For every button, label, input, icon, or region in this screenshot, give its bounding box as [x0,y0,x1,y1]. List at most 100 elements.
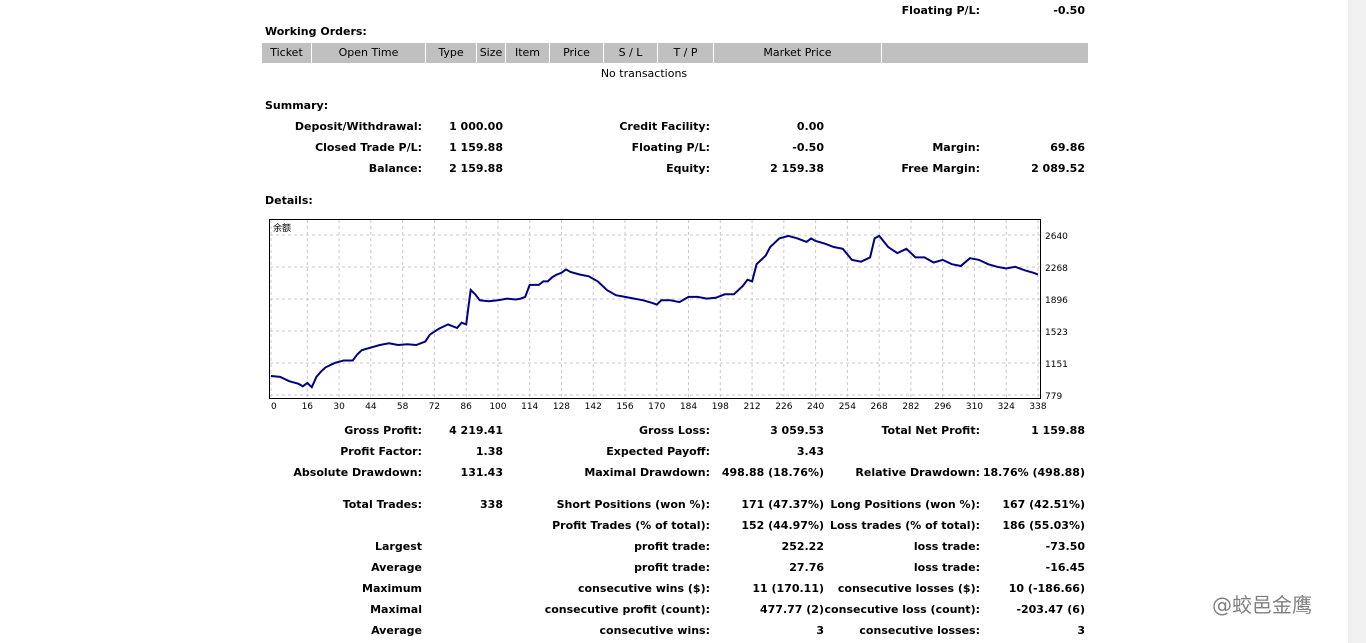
max-cons-losses-value: 10 (-186.66) [1008,582,1085,595]
x-tick-label: 296 [934,402,951,412]
avg-cons-losses-label: consecutive losses: [859,624,980,637]
largest-loss-label: loss trade: [913,540,980,553]
x-tick-label: 30 [333,402,345,412]
free-margin-value: 2 089.52 [1031,162,1085,175]
deposit-value: 1 000.00 [449,120,503,133]
x-tick-label: 156 [616,402,633,412]
col-item[interactable]: Item [506,43,550,63]
col-sl[interactable]: S / L [604,43,658,63]
x-tick-label: 44 [365,402,377,412]
expected-payoff-value: 3.43 [796,445,824,458]
vertical-scrollbar[interactable] [1348,0,1366,643]
balance-label: Balance: [368,162,422,175]
average-label: Average [371,561,422,574]
average-profit-value: 27.76 [789,561,824,574]
orders-table-header: Ticket Open Time Type Size Item Price S … [262,43,1088,63]
y-tick-label: 1896 [1045,296,1068,306]
max-drawdown-label: Maximal Drawdown: [584,466,710,479]
gross-profit-label: Gross Profit: [344,424,422,437]
top-floating-label: Floating P/L: [901,4,980,17]
gross-loss-value: 3 059.53 [770,424,824,437]
long-positions-label: Long Positions (won %): [830,498,980,511]
col-tp[interactable]: T / P [658,43,714,63]
x-tick-label: 268 [871,402,888,412]
largest-label: Largest [375,540,422,553]
x-tick-label: 86 [460,402,472,412]
col-size[interactable]: Size [477,43,506,63]
x-tick-label: 72 [429,402,440,412]
y-tick-label: 779 [1045,392,1062,402]
x-tick-label: 170 [648,402,665,412]
maximal-profit-value: 477.77 (2) [760,603,824,616]
loss-trades-value: 186 (55.03%) [1002,519,1085,532]
largest-profit-label: profit trade: [634,540,710,553]
col-ticket[interactable]: Ticket [262,43,312,63]
deposit-label: Deposit/Withdrawal: [294,120,422,133]
average-consecutive-label: Average [371,624,422,637]
total-net-value: 1 159.88 [1031,424,1085,437]
credit-label: Credit Facility: [619,120,710,133]
expected-payoff-label: Expected Payoff: [606,445,710,458]
maximal-loss-value: -203.47 (6) [1016,603,1085,616]
gross-loss-label: Gross Loss: [639,424,710,437]
short-positions-label: Short Positions (won %): [556,498,710,511]
avg-cons-wins-value: 3 [816,624,824,637]
maximal-profit-label: consecutive profit (count): [544,603,710,616]
max-cons-wins-label: consecutive wins ($): [577,582,710,595]
col-type[interactable]: Type [426,43,477,63]
chart-frame [269,219,1041,399]
margin-label: Margin: [932,141,980,154]
x-tick-label: 142 [585,402,602,412]
total-trades-value: 338 [480,498,503,511]
chart-title: 余额 [273,222,291,234]
col-price[interactable]: Price [550,43,604,63]
col-open-time[interactable]: Open Time [312,43,426,63]
gross-profit-value: 4 219.41 [449,424,503,437]
profit-factor-value: 1.38 [475,445,503,458]
x-tick-label: 198 [712,402,729,412]
x-tick-label: 0 [271,402,277,412]
loss-trades-label: Loss trades (% of total): [829,519,980,532]
credit-value: 0.00 [796,120,824,133]
closed-pl-label: Closed Trade P/L: [315,141,422,154]
average-profit-label: profit trade: [634,561,710,574]
x-tick-label: 212 [743,402,760,412]
max-cons-wins-value: 11 (170.11) [752,582,824,595]
total-trades-label: Total Trades: [342,498,422,511]
short-positions-value: 171 (47.37%) [741,498,824,511]
balance-series-line [270,234,1039,389]
maximal-loss-label: consecutive loss (count): [824,603,980,616]
profit-factor-label: Profit Factor: [340,445,422,458]
col-blank [882,43,1088,63]
equity-value: 2 159.38 [770,162,824,175]
x-tick-label: 254 [839,402,856,412]
y-tick-label: 2640 [1045,232,1068,242]
free-margin-label: Free Margin: [901,162,980,175]
rel-drawdown-label: Relative Drawdown: [855,466,980,479]
x-tick-label: 338 [1029,402,1046,412]
x-tick-label: 226 [775,402,792,412]
average-loss-label: loss trade: [913,561,980,574]
margin-value: 69.86 [1050,141,1085,154]
profit-trades-value: 152 (44.97%) [741,519,824,532]
y-tick-label: 1151 [1045,360,1068,370]
x-tick-label: 128 [553,402,570,412]
largest-profit-value: 252.22 [781,540,824,553]
average-loss-value: -16.45 [1045,561,1085,574]
max-cons-losses-label: consecutive losses ($): [837,582,980,595]
x-tick-label: 114 [521,402,538,412]
largest-loss-value: -73.50 [1045,540,1085,553]
x-tick-label: 100 [489,402,506,412]
x-tick-label: 184 [680,402,697,412]
rel-drawdown-value: 18.76% (498.88) [982,466,1085,479]
col-market-price[interactable]: Market Price [714,43,882,63]
x-tick-label: 240 [807,402,824,412]
x-tick-label: 282 [902,402,919,412]
avg-cons-losses-value: 3 [1077,624,1085,637]
top-floating-value: -0.50 [1053,4,1085,17]
maximum-label: Maximum [362,582,422,595]
closed-pl-value: 1 159.88 [449,141,503,154]
floating-pl-value: -0.50 [792,141,824,154]
summary-title: Summary: [265,99,329,112]
details-title: Details: [265,194,313,207]
